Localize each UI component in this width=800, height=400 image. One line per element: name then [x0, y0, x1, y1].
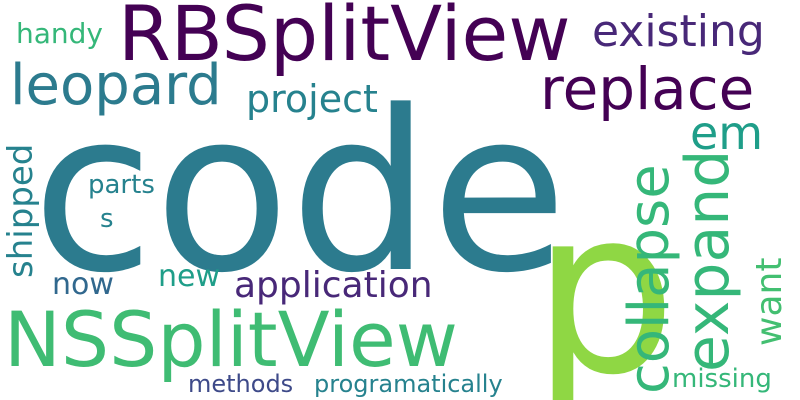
word-rbsplitview: RBSplitView: [118, 0, 571, 78]
word-application: application: [234, 265, 433, 306]
word-s: s: [100, 204, 114, 234]
word-methods: methods: [188, 370, 294, 398]
word-existing: existing: [592, 6, 765, 57]
word-missing: missing: [672, 364, 772, 394]
word-collapse: collapse: [617, 164, 682, 394]
word-now: now: [52, 267, 114, 302]
word-nssplitview: NSSplitView: [4, 295, 458, 384]
word-em: em: [690, 106, 764, 160]
word-parts: parts: [88, 170, 155, 200]
word-handy: handy: [16, 17, 103, 50]
word-leopard: leopard: [10, 53, 222, 118]
word-expand: expand: [673, 149, 743, 372]
word-programatically: programatically: [314, 370, 503, 398]
word-replace: replace: [540, 55, 755, 123]
word-shipped: shipped: [1, 143, 41, 278]
word-p: p: [532, 159, 677, 400]
word-want: want: [749, 257, 790, 346]
word-code: code: [32, 64, 568, 322]
word-project: project: [246, 77, 378, 121]
word-new: new: [158, 259, 221, 294]
